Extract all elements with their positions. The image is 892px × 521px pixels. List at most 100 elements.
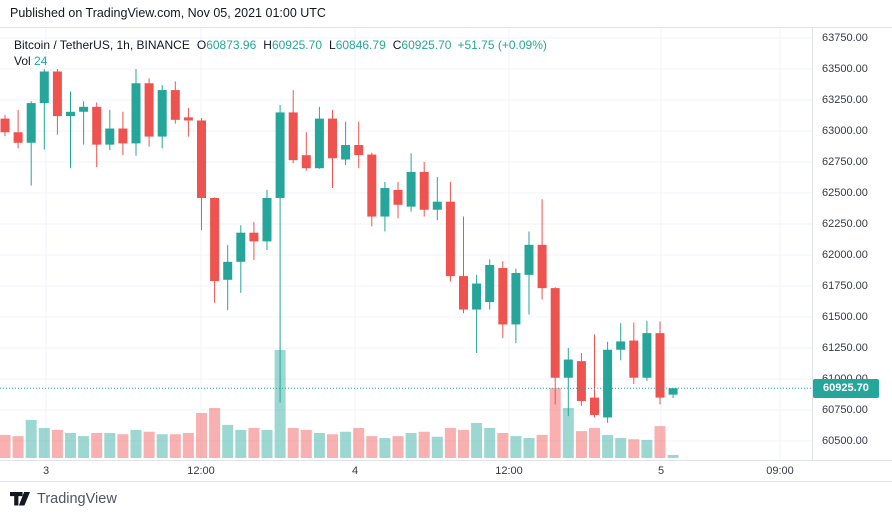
candle-body [301,155,311,169]
volume-bar [615,438,627,458]
time-axis[interactable]: 3 12:00 4 12:00 5 09:00 [0,460,892,482]
volume-bar [458,429,469,458]
volume-bar [353,428,365,458]
volume-bar [431,436,443,458]
volume-bar [536,434,548,458]
candle-body [52,71,62,117]
candle-body [118,128,128,144]
volume-bar [169,434,181,458]
volume-bar [196,413,207,458]
candle-body [275,112,285,198]
price-tick-label: 62750.00 [822,156,868,168]
volume-bar [130,429,142,458]
tradingview-logo-link[interactable]: TradingView [10,491,117,507]
volume-bar [654,426,666,458]
candle-body [498,268,508,325]
tradingview-logo-text: TradingView [37,491,117,507]
candle-body [393,189,403,205]
time-tick-label: 12:00 [495,465,523,477]
candle-body [629,340,639,378]
candle-body [550,288,560,378]
volume-bar [91,433,103,458]
candle-body [197,120,206,198]
candle-body [66,111,75,117]
volume-bar [523,438,535,458]
time-tick-label: 12:00 [187,465,215,477]
volume-bar [209,408,221,458]
price-tick-label: 63250.00 [822,94,868,106]
tradingview-logo-icon [10,492,30,506]
volume-bar [589,428,600,458]
candle-body [236,232,246,262]
volume-bar [78,436,90,458]
candle-body [485,264,495,303]
candle-body [367,154,377,217]
price-tick-label: 61250.00 [822,342,868,354]
time-tick-label: 09:00 [766,465,794,477]
volume-bar [0,434,11,458]
time-tick-label: 5 [657,465,665,477]
volume-bar [104,433,116,458]
time-tick-label: 4 [351,465,359,477]
volume-bar [38,428,50,458]
chart-widget: Bitcoin / TetherUS, 1h, BINANCE O60873.96… [0,28,892,460]
candlestick-chart[interactable] [0,28,812,460]
candle-body [576,361,586,402]
price-tick-label: 62000.00 [822,249,868,261]
candle-body [406,171,416,207]
candle-body [157,90,167,137]
volume-bar [248,428,260,458]
candle-body [616,341,626,350]
volume-bar [12,436,24,458]
candle-body [655,333,665,398]
price-tick-label: 61750.00 [822,280,868,292]
candle-body [79,106,89,112]
volume-bar [327,434,338,458]
volume-bar [287,428,299,458]
candle-body [668,388,678,395]
candle-body [262,197,272,242]
volume-bar [366,436,378,458]
volume-bar [313,433,325,458]
candle-body [131,83,141,144]
candle-body [563,359,573,378]
time-tick-label: 3 [42,465,50,477]
price-tick-label: 62250.00 [822,218,868,230]
volume-bar [510,436,522,458]
price-tick-label: 63500.00 [822,63,868,75]
candle-body [39,71,49,104]
candle-body [144,83,154,137]
volume-bar [379,438,391,458]
candle-body [0,118,10,133]
volume-bar [667,455,679,458]
volume-bar [65,433,76,458]
price-tick-label: 60750.00 [822,404,868,416]
candle-body [590,397,599,415]
volume-bar [300,429,312,458]
candle-body [537,244,547,289]
candle-body [105,128,115,145]
candle-body [223,261,233,280]
candle-body [13,132,23,143]
footer-bar: TradingView [0,482,892,521]
volume-bar [261,429,273,458]
candle-body [459,276,468,310]
chart-plot[interactable]: Bitcoin / TetherUS, 1h, BINANCE O60873.96… [0,28,812,460]
candle-body [511,272,521,325]
price-axis[interactable]: 63750.00 63500.00 63250.00 63000.00 62750.00… [812,28,892,460]
volume-bar [51,429,63,458]
volume-bar [562,408,574,458]
candle-body [472,283,482,310]
volume-bar [235,429,247,458]
candle-body [92,106,102,145]
volume-bar [143,431,155,458]
volume-bar [340,431,352,458]
candle-body [380,188,390,217]
volume-bar [575,431,587,458]
volume-bar [405,433,417,458]
price-tick-label: 61500.00 [822,311,868,323]
volume-bar [274,349,286,458]
candle-body [603,349,613,418]
volume-bar [156,434,168,458]
